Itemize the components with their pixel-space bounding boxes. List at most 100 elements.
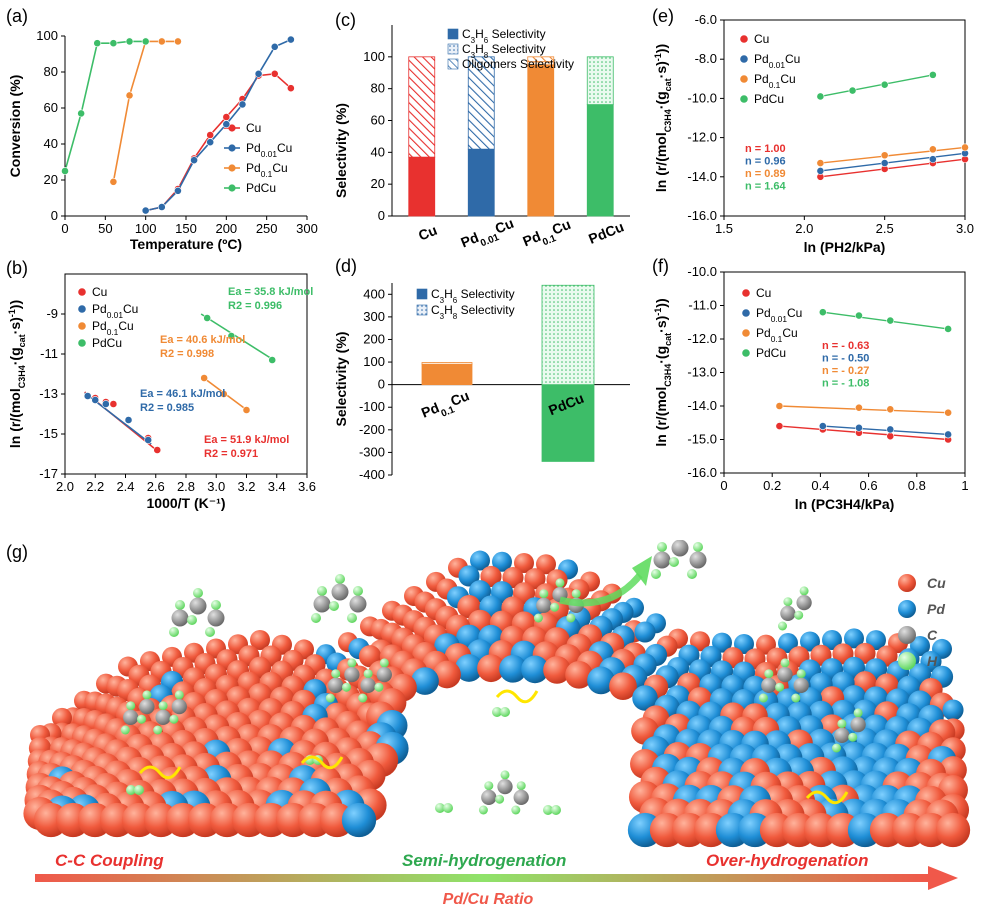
- data-point: [775, 422, 784, 430]
- data-point: [928, 145, 937, 154]
- data-point: [880, 159, 889, 167]
- category-label-group: Pd0.01Cu: [458, 215, 516, 251]
- atom-legend-label: H: [927, 653, 938, 669]
- catalyst-surface: [23, 550, 971, 848]
- h-atom: [555, 578, 565, 588]
- c-atom: [481, 789, 497, 806]
- x-tick-label: 50: [98, 221, 112, 236]
- r-squared-label: R2 = 0.971: [204, 448, 258, 460]
- legend-label: PdCu: [246, 181, 276, 195]
- c-atom: [777, 666, 793, 683]
- cu-atom: [52, 707, 72, 728]
- caption-over-hydrogenation: Over-hydrogenation: [706, 851, 868, 870]
- c-atom: [171, 609, 189, 627]
- h-atom: [853, 708, 863, 718]
- y-axis-title: Selectivity (%): [333, 103, 349, 198]
- fit-line-1: [820, 152, 966, 172]
- adsorbed-alkane-2: [832, 708, 866, 753]
- h2-atom: [543, 805, 553, 815]
- h-atom: [783, 597, 793, 607]
- x-tick-label: 3.0: [956, 221, 974, 236]
- h-atom: [500, 770, 510, 780]
- category-label: Pd0.1Cu: [520, 216, 575, 255]
- atom-legend-c-marker: [898, 626, 916, 644]
- legend-label: C3H6 Selectivity: [431, 287, 515, 305]
- legend-marker: [740, 95, 748, 103]
- cu-atom: [433, 660, 461, 689]
- h-atom: [516, 781, 526, 791]
- h-atom: [142, 690, 152, 700]
- legend-label: Cu: [754, 32, 769, 46]
- h-atom: [205, 627, 215, 637]
- pd-atom: [470, 550, 490, 571]
- bar-segment: [408, 56, 436, 158]
- h2-atom: [443, 803, 453, 813]
- legend-label: Pd0.01Cu: [754, 52, 800, 70]
- pd-atom: [521, 655, 549, 684]
- c-atom: [155, 709, 171, 726]
- bar-segment: [541, 284, 595, 386]
- data-point: [238, 100, 247, 109]
- data-point: [880, 80, 889, 89]
- h-atom: [158, 701, 168, 711]
- panel-label-b: (b): [6, 258, 28, 278]
- data-point: [928, 70, 937, 79]
- series-line-1: [145, 38, 292, 212]
- h-atom: [669, 557, 679, 567]
- h-atom: [687, 569, 697, 579]
- c-atom: [171, 698, 187, 715]
- h-atom: [848, 732, 858, 742]
- h-atom: [533, 613, 543, 623]
- h-atom: [832, 743, 841, 753]
- cu-atom: [565, 660, 593, 689]
- c-atom: [513, 789, 529, 806]
- chart-d: (d) -400 -300 -200 -100 0 100 200 300 400 Selectiv…: [333, 256, 630, 482]
- c-atom: [331, 583, 349, 601]
- c-atom: [349, 595, 367, 613]
- reaction-order-label: n = 0.96: [745, 156, 786, 168]
- data-point: [818, 308, 827, 317]
- y-tick-label: -400: [359, 467, 385, 482]
- data-point: [61, 167, 69, 175]
- bar-segment: [467, 56, 495, 150]
- y-tick-label: 0: [51, 208, 58, 223]
- y-tick-label: -13: [39, 386, 58, 401]
- y-tick-label: -16.0: [687, 208, 717, 223]
- h-atom: [495, 794, 505, 804]
- y-tick-label: 40: [371, 144, 385, 159]
- bar-segment: [527, 56, 555, 63]
- pd-atom: [800, 631, 820, 652]
- legend-marker: [740, 75, 748, 83]
- legend-label: C3H8 Selectivity: [462, 42, 546, 60]
- h-atom: [539, 589, 549, 599]
- h-atom: [174, 690, 184, 700]
- x-axis-title: ln (PH2/kPa): [804, 239, 886, 255]
- h-atom: [311, 613, 321, 623]
- h2-atom: [126, 785, 136, 795]
- x-tick-label: 0: [61, 221, 68, 236]
- atom-legend-label: C: [927, 627, 938, 643]
- h-atom: [211, 600, 221, 610]
- h-atom: [193, 588, 203, 598]
- legend-label: Pd0.01Cu: [246, 141, 292, 159]
- c-atom: [536, 597, 552, 614]
- x-tick-label: 0.6: [860, 478, 878, 493]
- data-point: [961, 143, 969, 152]
- bar-segment: [541, 384, 595, 462]
- h-atom: [794, 610, 804, 620]
- y-tick-label: 20: [371, 176, 385, 191]
- y-tick-label: -8.0: [695, 51, 717, 66]
- data-point: [141, 206, 150, 215]
- c-atom: [689, 551, 707, 569]
- r-squared-label: R2 = 0.985: [140, 402, 194, 414]
- fit-line-2: [779, 405, 949, 414]
- c-atom: [761, 677, 777, 694]
- category-label-group: Pd0.1Cu: [520, 216, 575, 255]
- legend-marker: [742, 349, 750, 357]
- category-label: Cu: [416, 222, 439, 244]
- y-tick-label: -11: [40, 346, 58, 361]
- legend-label: Cu: [92, 285, 107, 299]
- legend-marker: [78, 322, 86, 330]
- reaction-order-label: n = 1.64: [745, 181, 787, 193]
- x-tick-label: 2.4: [116, 479, 134, 494]
